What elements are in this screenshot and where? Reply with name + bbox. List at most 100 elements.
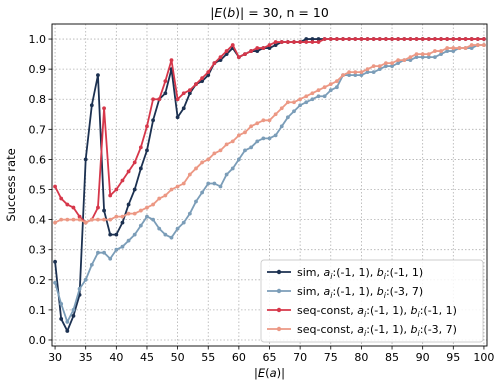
data-point <box>249 124 254 129</box>
data-point <box>108 232 113 237</box>
data-point <box>469 46 474 50</box>
data-point <box>230 43 235 47</box>
data-point <box>65 202 70 207</box>
data-point <box>445 46 450 50</box>
data-point <box>53 259 57 264</box>
data-point <box>365 67 370 72</box>
data-point <box>77 214 82 219</box>
data-point <box>347 73 352 78</box>
data-point <box>138 166 143 171</box>
data-point <box>175 97 180 102</box>
data-point <box>114 247 119 252</box>
data-point <box>292 109 296 114</box>
data-point <box>463 37 468 41</box>
data-point <box>59 317 64 321</box>
data-point <box>126 211 131 216</box>
y-axis-label: Success rate <box>4 148 18 221</box>
data-point <box>279 106 284 111</box>
y-tick-label: 0.6 <box>29 153 47 166</box>
data-point <box>108 217 113 222</box>
data-point <box>408 55 413 60</box>
data-point <box>59 301 64 306</box>
data-point <box>414 37 419 41</box>
data-point <box>353 37 358 41</box>
data-point <box>145 214 149 219</box>
data-point <box>316 37 321 41</box>
data-point <box>138 208 143 213</box>
data-point <box>96 73 100 78</box>
data-point <box>371 37 376 41</box>
data-point <box>390 37 394 41</box>
data-point <box>304 40 309 44</box>
data-point <box>243 52 247 56</box>
data-point <box>457 37 462 41</box>
data-point <box>255 46 260 50</box>
data-point <box>132 232 137 237</box>
data-point <box>132 187 137 192</box>
data-point <box>273 40 278 44</box>
data-point <box>59 217 64 222</box>
data-point <box>279 40 284 44</box>
data-point <box>475 37 480 41</box>
data-point <box>457 46 462 50</box>
data-point <box>420 52 425 56</box>
data-point <box>353 70 358 75</box>
x-tick-label: 30 <box>48 351 62 364</box>
data-point <box>206 70 211 75</box>
data-point <box>59 196 64 201</box>
data-point <box>236 133 241 138</box>
data-point <box>285 40 290 44</box>
data-point <box>194 166 198 171</box>
data-point <box>53 220 57 225</box>
x-tick-label: 40 <box>109 351 123 364</box>
x-tick-label: 45 <box>140 351 154 364</box>
data-point <box>120 214 125 219</box>
data-point <box>65 217 70 222</box>
data-point <box>433 55 437 60</box>
data-point <box>151 97 155 102</box>
data-point <box>181 181 186 186</box>
data-point <box>359 70 364 75</box>
x-axis-ticks: 30 35 40 45 50 55 60 65 70 75 80 85 90 95 100 <box>48 346 494 364</box>
data-point <box>138 223 143 228</box>
data-point <box>157 226 162 231</box>
x-tick-label: 55 <box>201 351 215 364</box>
data-point <box>316 88 321 93</box>
x-tick-label: 80 <box>354 351 368 364</box>
legend-label: seq-const, ai:(-1, 1), bi:(-3, 7) <box>297 323 457 338</box>
legend-marker <box>276 307 282 313</box>
y-tick-label: 0.9 <box>29 63 47 76</box>
data-point <box>451 37 456 41</box>
data-point <box>310 37 315 41</box>
data-point <box>402 37 407 41</box>
data-point <box>157 97 162 102</box>
data-point <box>200 160 205 165</box>
data-point <box>255 49 260 53</box>
data-point <box>359 37 364 41</box>
data-point <box>89 103 94 108</box>
legend-box <box>260 259 484 343</box>
data-point <box>83 277 88 282</box>
data-point <box>377 67 382 72</box>
x-tick-label: 60 <box>232 351 246 364</box>
data-point <box>384 37 388 41</box>
x-tick-label: 100 <box>473 351 494 364</box>
data-point <box>261 118 266 123</box>
data-point <box>439 49 443 53</box>
data-point <box>163 91 168 96</box>
data-point <box>77 217 82 222</box>
data-point <box>377 64 382 69</box>
data-point <box>279 124 284 129</box>
data-point <box>359 73 364 78</box>
data-point <box>273 43 278 47</box>
x-tick-label: 85 <box>385 351 399 364</box>
data-point <box>328 37 333 41</box>
data-point <box>218 55 223 60</box>
data-point <box>426 52 431 56</box>
data-point <box>187 211 192 216</box>
data-point <box>347 37 352 41</box>
y-tick-label: 0.0 <box>29 334 47 347</box>
data-point <box>120 178 125 183</box>
chart-title: |E(b)| = 30, n = 10 <box>210 5 329 20</box>
data-point <box>322 37 327 41</box>
